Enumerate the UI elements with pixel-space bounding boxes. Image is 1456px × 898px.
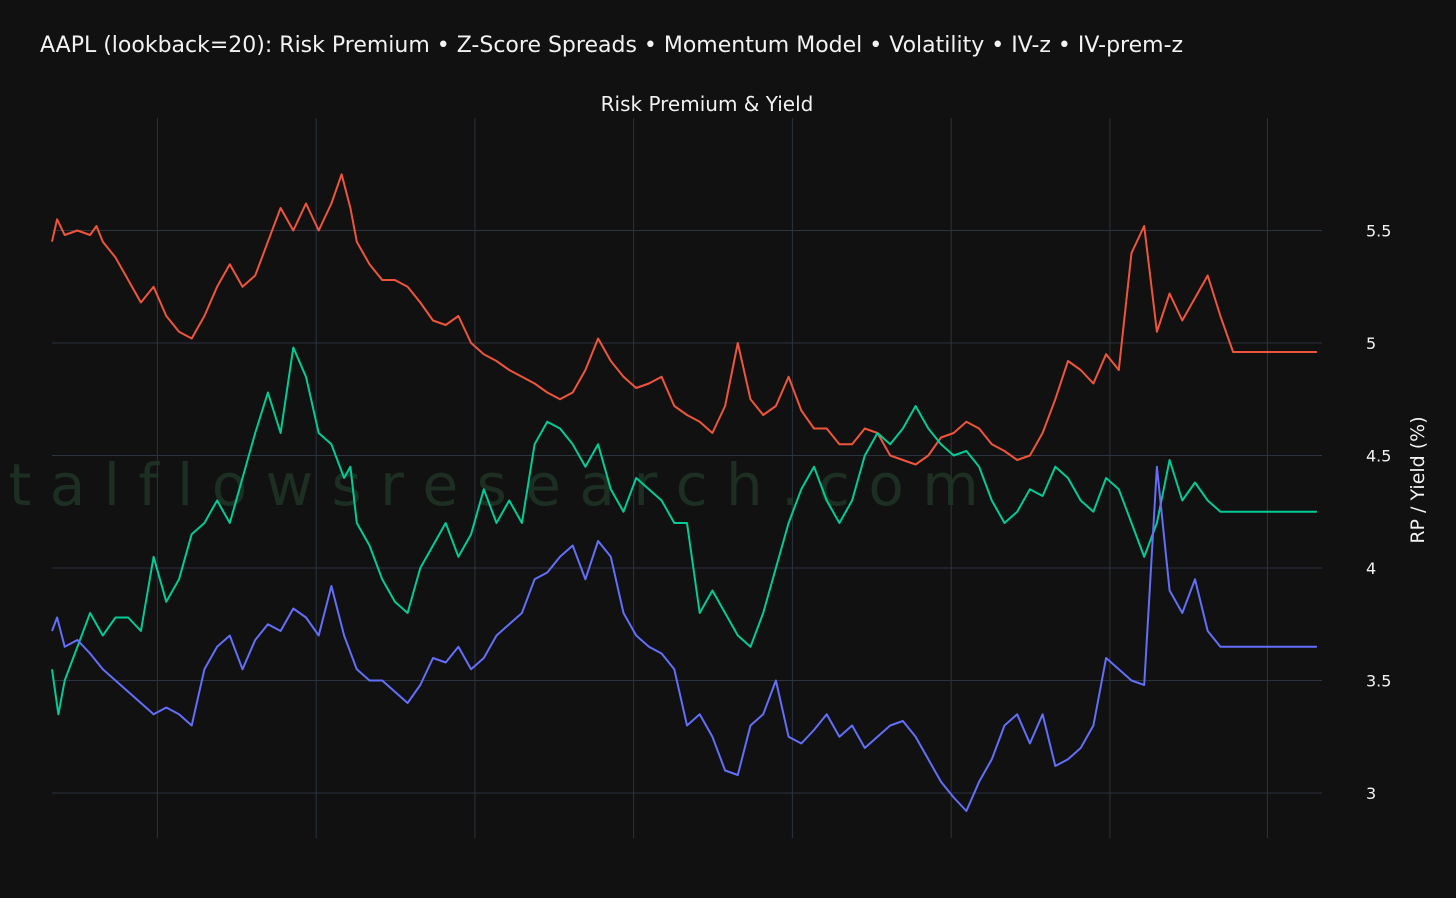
y-axis-title: RP / Yield (%): [1407, 416, 1429, 543]
series-line-2: [51, 346, 1317, 716]
y-tick-label: 4.5: [1366, 447, 1391, 466]
watermark: w w w . c a p i t a l f l o w s r e s e …: [0, 451, 979, 519]
y-axis-ticks: 3 3.5 4 4.5 5 5.5: [1366, 222, 1391, 804]
series-line-1: [51, 173, 1317, 466]
y-tick-label: 4: [1366, 559, 1376, 578]
subplot-title: Risk Premium & Yield: [601, 92, 814, 116]
figure-title: AAPL (lookback=20): Risk Premium • Z-Sco…: [40, 33, 1183, 58]
series-line-3: [51, 465, 1317, 812]
y-tick-label: 3.5: [1366, 672, 1391, 691]
series-layer: [51, 173, 1317, 812]
grid: [52, 118, 1322, 838]
y-tick-label: 3: [1366, 784, 1376, 803]
y-tick-label: 5: [1366, 334, 1376, 353]
y-tick-label: 5.5: [1366, 222, 1391, 241]
